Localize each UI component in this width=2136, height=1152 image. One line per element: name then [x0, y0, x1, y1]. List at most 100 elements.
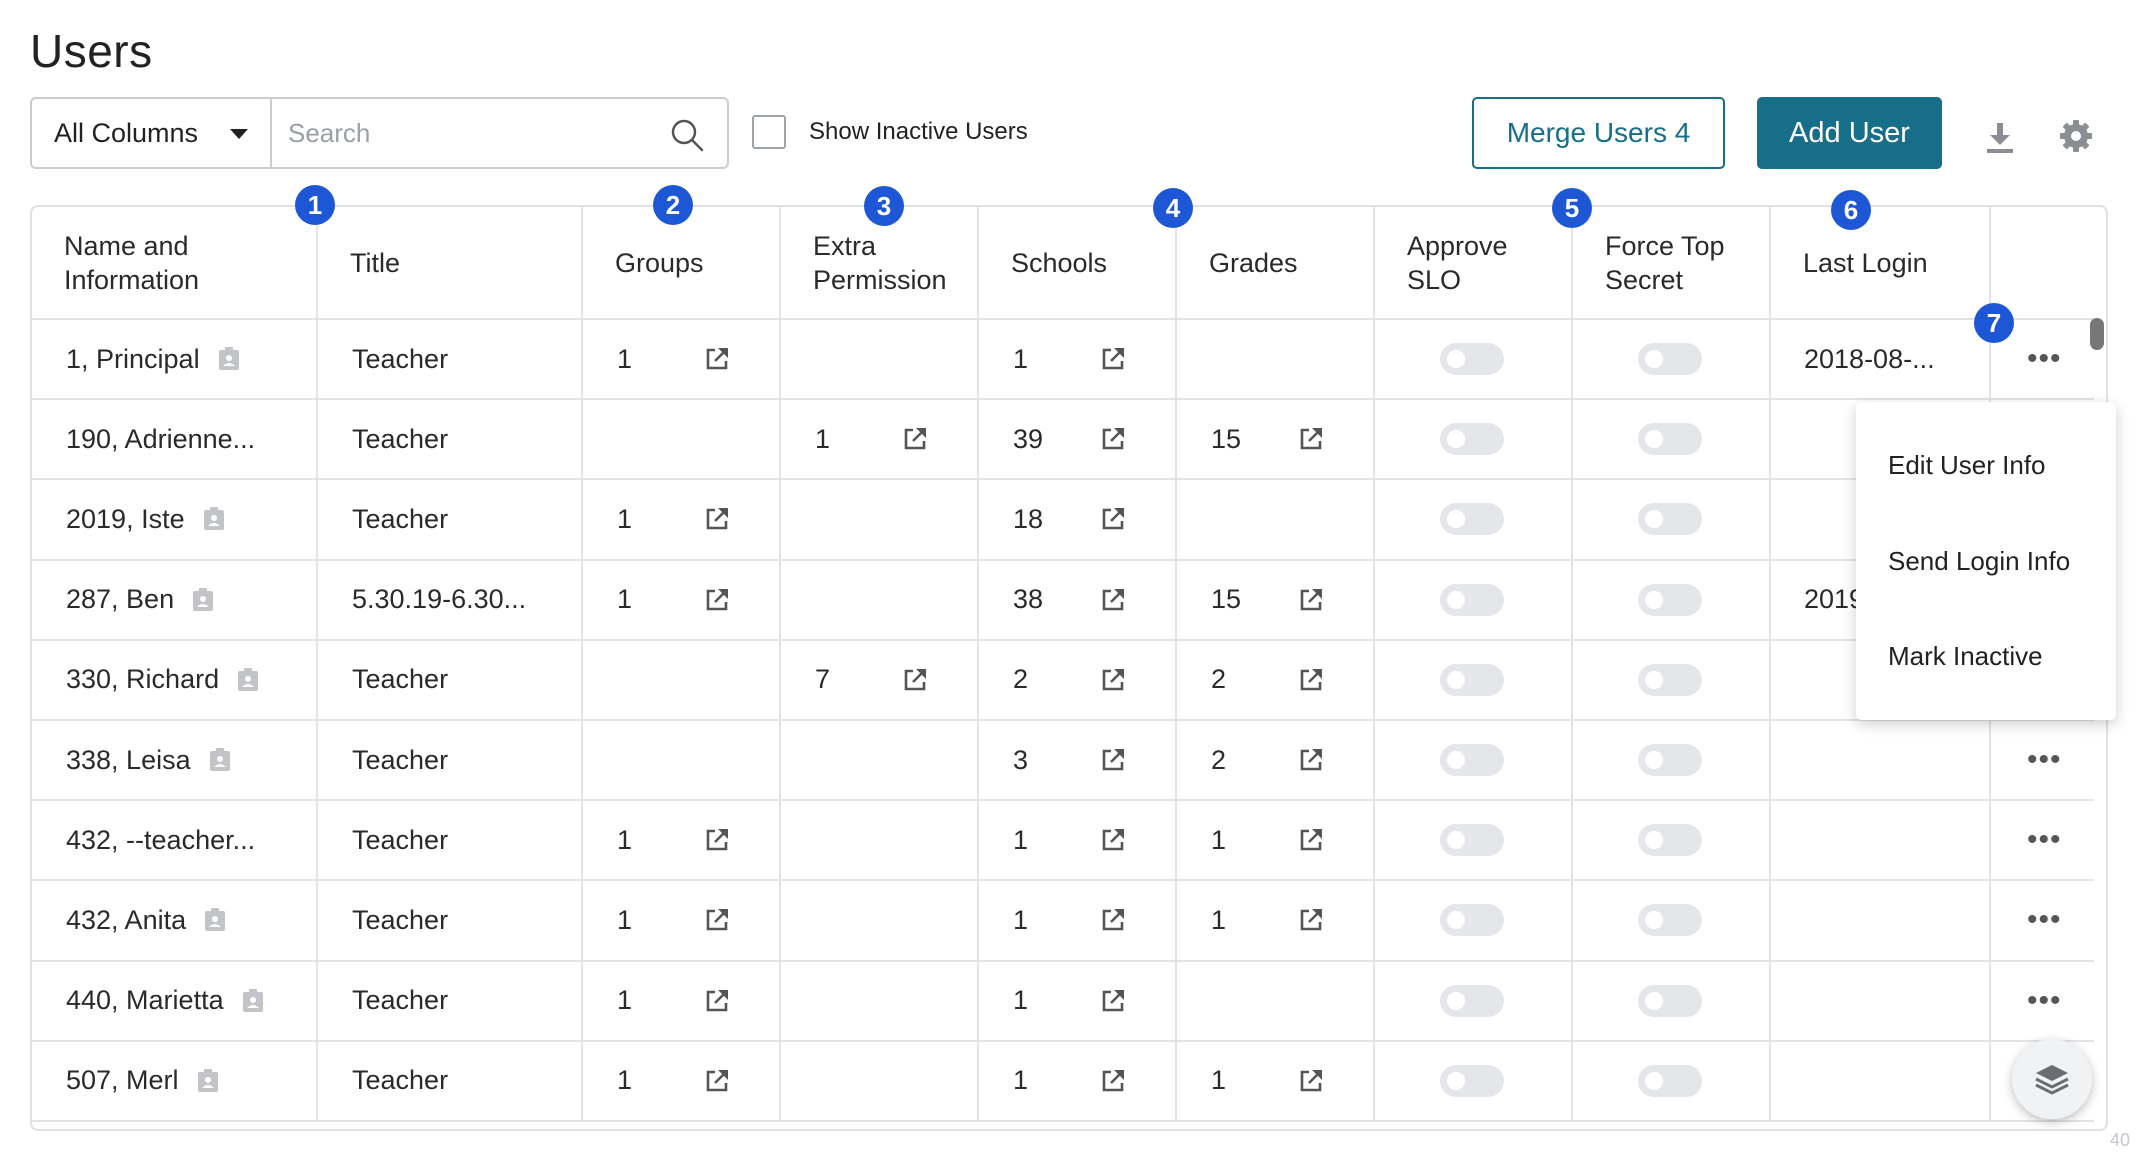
approve-slo-toggle[interactable]	[1440, 904, 1504, 937]
external-link-icon[interactable]	[902, 667, 928, 693]
search-input[interactable]	[288, 99, 668, 167]
external-link-icon[interactable]	[1100, 587, 1126, 613]
approve-slo-toggle[interactable]	[1440, 663, 1504, 696]
approve-slo-toggle[interactable]	[1440, 503, 1504, 536]
name-cell[interactable]: 338, Leisa	[32, 719, 318, 802]
name-cell[interactable]: 190, Adrienne...	[32, 399, 318, 481]
more-options-icon[interactable]: •••	[2027, 903, 2062, 937]
name-cell[interactable]: 432, Anita	[32, 880, 318, 962]
column-header-8[interactable]: Last Login	[1770, 207, 1991, 320]
force-top-secret-toggle[interactable]	[1638, 423, 1702, 456]
column-header-1[interactable]: Title	[317, 207, 583, 320]
gear-icon[interactable]	[2058, 118, 2094, 154]
force-top-secret-toggle[interactable]	[1638, 503, 1702, 536]
force-top-secret-toggle[interactable]	[1638, 663, 1702, 696]
name-cell[interactable]: 440, Marietta	[32, 960, 318, 1042]
external-link-icon[interactable]	[902, 426, 928, 452]
column-header-3[interactable]: Extra Permission	[780, 207, 979, 320]
search-box[interactable]	[270, 97, 729, 169]
force-top-secret-toggle[interactable]	[1638, 984, 1702, 1017]
force-top-secret-toggle[interactable]	[1638, 583, 1702, 616]
name-cell[interactable]: 432, --teacher...	[32, 800, 318, 882]
id-card-icon[interactable]	[201, 506, 227, 532]
external-link-icon[interactable]	[704, 587, 730, 613]
user-name[interactable]: 507, Merl	[66, 1065, 179, 1096]
show-inactive-checkbox[interactable]	[752, 115, 786, 149]
external-link-icon[interactable]	[1100, 747, 1126, 773]
external-link-icon[interactable]	[1100, 667, 1126, 693]
name-cell[interactable]: 2019, Iste	[32, 479, 318, 561]
external-link-icon[interactable]	[704, 1068, 730, 1094]
user-name[interactable]: 440, Marietta	[66, 985, 224, 1016]
user-name[interactable]: 338, Leisa	[66, 744, 191, 775]
id-card-icon[interactable]	[216, 346, 242, 372]
more-options-icon[interactable]: •••	[2027, 342, 2062, 376]
force-top-secret-toggle[interactable]	[1638, 824, 1702, 857]
column-header-5[interactable]: Grades	[1176, 207, 1375, 320]
mark-inactive-item[interactable]: Mark Inactive	[1888, 641, 2043, 671]
more-options-icon[interactable]: •••	[2027, 743, 2062, 777]
column-header-2[interactable]: Groups	[582, 207, 781, 320]
external-link-icon[interactable]	[1100, 907, 1126, 933]
more-options-icon[interactable]: •••	[2027, 983, 2062, 1017]
external-link-icon[interactable]	[704, 346, 730, 372]
download-icon[interactable]	[1982, 119, 2018, 155]
column-header-0[interactable]: Name and Information	[32, 207, 318, 320]
column-header-4[interactable]: Schools	[978, 207, 1177, 320]
external-link-icon[interactable]	[704, 506, 730, 532]
approve-slo-toggle[interactable]	[1440, 1064, 1504, 1097]
user-name[interactable]: 432, --teacher...	[66, 824, 256, 855]
external-link-icon[interactable]	[1100, 346, 1126, 372]
send-login-info-item[interactable]: Send Login Info	[1888, 546, 2071, 576]
approve-slo-toggle[interactable]	[1440, 583, 1504, 616]
external-link-icon[interactable]	[1298, 587, 1324, 613]
user-name[interactable]: 2019, Iste	[66, 503, 185, 534]
force-top-secret-toggle[interactable]	[1638, 744, 1702, 777]
column-select[interactable]: All Columns	[30, 97, 271, 169]
user-name[interactable]: 1, Principal	[66, 343, 200, 374]
external-link-icon[interactable]	[1298, 747, 1324, 773]
external-link-icon[interactable]	[1298, 827, 1324, 853]
approve-slo-toggle[interactable]	[1440, 984, 1504, 1017]
approve-slo-toggle[interactable]	[1440, 824, 1504, 857]
force-top-secret-toggle[interactable]	[1638, 904, 1702, 937]
layers-button[interactable]	[2012, 1039, 2092, 1119]
edit-user-info-item[interactable]: Edit User Info	[1888, 450, 2046, 480]
name-cell[interactable]: 507, Merl	[32, 1040, 318, 1122]
id-card-icon[interactable]	[195, 1068, 221, 1094]
id-card-icon[interactable]	[202, 907, 228, 933]
external-link-icon[interactable]	[1100, 988, 1126, 1014]
column-header-6[interactable]: Approve SLO	[1374, 207, 1573, 320]
more-options-icon[interactable]: •••	[2027, 823, 2062, 857]
user-name[interactable]: 190, Adrienne...	[66, 423, 256, 454]
external-link-icon[interactable]	[1100, 1068, 1126, 1094]
add-user-button[interactable]: Add User	[1757, 97, 1942, 169]
column-header-7[interactable]: Force Top Secret	[1572, 207, 1771, 320]
external-link-icon[interactable]	[1100, 426, 1126, 452]
user-name[interactable]: 432, Anita	[66, 904, 187, 935]
approve-slo-toggle[interactable]	[1440, 744, 1504, 777]
user-name[interactable]: 287, Ben	[66, 584, 175, 615]
approve-slo-toggle[interactable]	[1440, 423, 1504, 456]
external-link-icon[interactable]	[1298, 1068, 1324, 1094]
id-card-icon[interactable]	[207, 747, 233, 773]
external-link-icon[interactable]	[704, 827, 730, 853]
search-icon[interactable]	[669, 117, 705, 153]
force-top-secret-toggle[interactable]	[1638, 1064, 1702, 1097]
id-card-icon[interactable]	[240, 988, 266, 1014]
user-name[interactable]: 330, Richard	[66, 664, 220, 695]
external-link-icon[interactable]	[1298, 667, 1324, 693]
external-link-icon[interactable]	[1298, 907, 1324, 933]
id-card-icon[interactable]	[235, 667, 261, 693]
external-link-icon[interactable]	[1100, 506, 1126, 532]
external-link-icon[interactable]	[704, 907, 730, 933]
name-cell[interactable]: 1, Principal	[32, 319, 318, 401]
scrollbar-thumb[interactable]	[2090, 318, 2104, 350]
merge-users-button[interactable]: Merge Users 4	[1472, 97, 1725, 169]
name-cell[interactable]: 330, Richard	[32, 639, 318, 721]
external-link-icon[interactable]	[1100, 827, 1126, 853]
id-card-icon[interactable]	[190, 587, 216, 613]
external-link-icon[interactable]	[1298, 426, 1324, 452]
force-top-secret-toggle[interactable]	[1638, 343, 1702, 376]
name-cell[interactable]: 287, Ben	[32, 559, 318, 641]
